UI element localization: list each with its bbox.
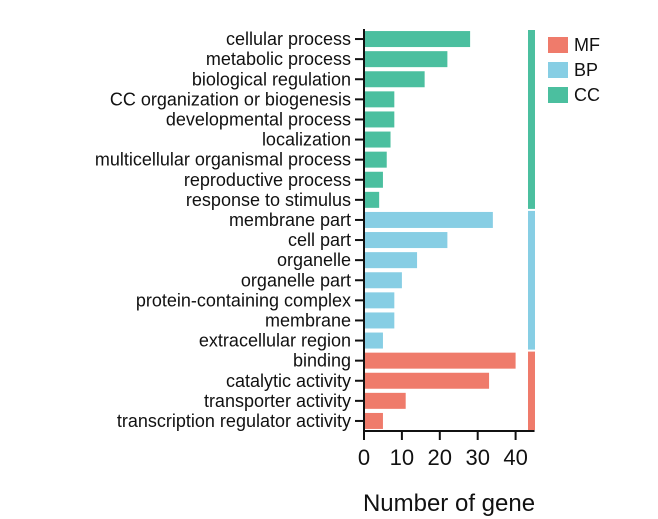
bar (364, 211, 493, 228)
bar (364, 232, 448, 249)
category-label: organelle part (241, 270, 351, 290)
x-axis-title: Number of gene (363, 490, 535, 517)
bar (364, 31, 471, 48)
category-label: cellular process (226, 29, 351, 49)
legend-label-bp: BP (574, 60, 598, 80)
bar (364, 191, 380, 208)
bar (364, 272, 402, 289)
bar (364, 292, 395, 309)
category-label: response to stimulus (186, 190, 351, 210)
category-label: localization (262, 130, 351, 150)
bar (364, 332, 383, 349)
bar (364, 91, 395, 108)
category-label: cell part (288, 230, 351, 250)
legend: MF BP CC (548, 35, 600, 105)
bar (364, 372, 490, 389)
category-label: reproductive process (184, 170, 351, 190)
x-tick-label: 40 (503, 445, 527, 470)
x-tick-label: 0 (358, 445, 370, 470)
bar (364, 151, 387, 168)
category-label: catalytic activity (226, 371, 351, 391)
x-tick-label: 20 (428, 445, 452, 470)
bar (364, 252, 418, 269)
legend-label-cc: CC (574, 85, 600, 105)
category-label: binding (293, 351, 351, 371)
bar (364, 171, 383, 188)
x-tick-label: 30 (465, 445, 489, 470)
bar (364, 412, 383, 429)
legend-swatch-bp (548, 62, 568, 78)
category-label: transporter activity (204, 391, 351, 411)
category-label: extracellular region (199, 331, 351, 351)
category-label: developmental process (166, 109, 351, 129)
group-strip-bp (528, 210, 535, 350)
x-tick-label: 10 (390, 445, 414, 470)
legend-swatch-mf (548, 37, 568, 53)
group-strip-cc (528, 30, 535, 209)
bar (364, 71, 425, 88)
category-label: protein-containing complex (136, 290, 351, 310)
category-label: membrane part (229, 210, 351, 230)
category-label: biological regulation (192, 69, 351, 89)
legend-label-mf: MF (574, 35, 600, 55)
bar (364, 392, 406, 409)
legend-swatch-cc (548, 87, 568, 103)
category-label: transcription regulator activity (117, 411, 351, 431)
bar (364, 312, 395, 329)
bar (364, 111, 395, 128)
bar (364, 131, 391, 148)
category-label: multicellular organismal process (95, 150, 351, 170)
category-label: metabolic process (206, 49, 351, 69)
bar (364, 51, 448, 68)
category-label: membrane (265, 310, 351, 330)
category-label: CC organization or biogenesis (110, 89, 351, 109)
bar (364, 352, 516, 369)
category-label: organelle (277, 250, 351, 270)
group-strip-mf (528, 351, 535, 430)
